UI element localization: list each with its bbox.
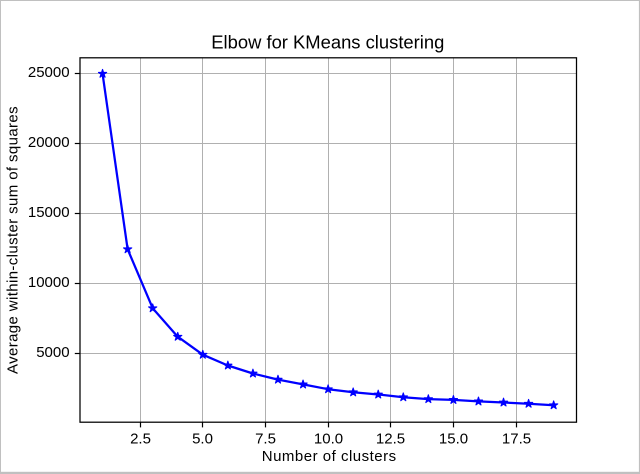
svg-text:10.0: 10.0 <box>314 430 343 447</box>
svg-text:25000: 25000 <box>28 64 70 81</box>
svg-text:Average within-cluster sum of: Average within-cluster sum of squares <box>4 106 21 374</box>
svg-text:7.5: 7.5 <box>255 430 276 447</box>
svg-text:12.5: 12.5 <box>376 430 405 447</box>
svg-text:17.5: 17.5 <box>502 430 531 447</box>
svg-text:2.5: 2.5 <box>130 430 151 447</box>
svg-text:15.0: 15.0 <box>439 430 468 447</box>
svg-text:Elbow for KMeans clustering: Elbow for KMeans clustering <box>211 32 444 53</box>
svg-text:20000: 20000 <box>28 134 70 151</box>
svg-text:10000: 10000 <box>28 274 70 291</box>
svg-text:Number of clusters: Number of clusters <box>262 448 397 465</box>
svg-text:5000: 5000 <box>36 344 69 361</box>
svg-text:5.0: 5.0 <box>192 430 213 447</box>
svg-text:15000: 15000 <box>28 204 70 221</box>
